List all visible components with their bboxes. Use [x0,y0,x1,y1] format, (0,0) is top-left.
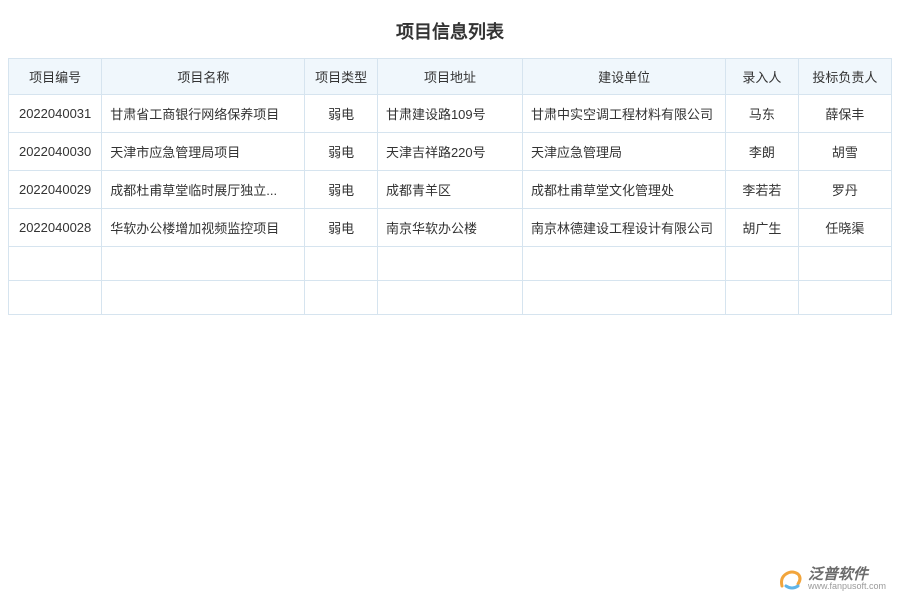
cell-empty [377,247,522,281]
cell-entry[interactable]: 胡广生 [726,209,799,247]
cell-entry[interactable]: 李朗 [726,133,799,171]
cell-empty [305,247,378,281]
cell-empty [102,281,305,315]
cell-empty [798,247,891,281]
cell-type: 弱电 [305,95,378,133]
logo-text: 泛普软件 www.fanpusoft.com [808,567,886,591]
cell-name: 成都杜甫草堂临时展厅独立... [102,171,305,209]
column-header-resp[interactable]: 投标负责人 [798,59,891,95]
column-header-name[interactable]: 项目名称 [102,59,305,95]
table-row-empty [9,281,892,315]
table-row: 2022040030天津市应急管理局项目弱电天津吉祥路220号天津应急管理局李朗… [9,133,892,171]
page-title: 项目信息列表 [8,10,892,58]
cell-resp[interactable]: 薛保丰 [798,95,891,133]
logo-brand-url: www.fanpusoft.com [808,582,886,591]
cell-addr: 南京华软办公楼 [377,209,522,247]
cell-name: 华软办公楼增加视频监控项目 [102,209,305,247]
cell-empty [726,281,799,315]
footer-logo: 泛普软件 www.fanpusoft.com [778,566,886,592]
cell-resp[interactable]: 任晓渠 [798,209,891,247]
cell-entry[interactable]: 马东 [726,95,799,133]
table-body: 2022040031甘肃省工商银行网络保养项目弱电甘肃建设路109号甘肃中实空调… [9,95,892,315]
cell-empty [726,247,799,281]
table-row: 2022040029成都杜甫草堂临时展厅独立...弱电成都青羊区成都杜甫草堂文化… [9,171,892,209]
column-header-unit[interactable]: 建设单位 [523,59,726,95]
cell-type: 弱电 [305,209,378,247]
table-row-empty [9,247,892,281]
cell-empty [798,281,891,315]
project-table: 项目编号项目名称项目类型项目地址建设单位录入人投标负责人 2022040031甘… [8,58,892,315]
column-header-id[interactable]: 项目编号 [9,59,102,95]
logo-brand-cn: 泛普软件 [808,567,886,582]
cell-id: 2022040030 [9,133,102,171]
cell-empty [523,247,726,281]
cell-empty [102,247,305,281]
cell-type: 弱电 [305,133,378,171]
cell-empty [9,281,102,315]
cell-type: 弱电 [305,171,378,209]
cell-unit: 天津应急管理局 [523,133,726,171]
cell-addr: 天津吉祥路220号 [377,133,522,171]
cell-empty [377,281,522,315]
cell-id: 2022040031 [9,95,102,133]
cell-name: 天津市应急管理局项目 [102,133,305,171]
column-header-type[interactable]: 项目类型 [305,59,378,95]
cell-empty [305,281,378,315]
cell-addr: 甘肃建设路109号 [377,95,522,133]
logo-icon [778,566,804,592]
column-header-entry[interactable]: 录入人 [726,59,799,95]
page-container: 项目信息列表 项目编号项目名称项目类型项目地址建设单位录入人投标负责人 2022… [0,0,900,325]
cell-name: 甘肃省工商银行网络保养项目 [102,95,305,133]
table-header: 项目编号项目名称项目类型项目地址建设单位录入人投标负责人 [9,59,892,95]
cell-entry[interactable]: 李若若 [726,171,799,209]
table-row: 2022040028华软办公楼增加视频监控项目弱电南京华软办公楼南京林德建设工程… [9,209,892,247]
cell-resp[interactable]: 胡雪 [798,133,891,171]
cell-id: 2022040028 [9,209,102,247]
cell-id: 2022040029 [9,171,102,209]
column-header-addr[interactable]: 项目地址 [377,59,522,95]
cell-addr: 成都青羊区 [377,171,522,209]
cell-unit: 成都杜甫草堂文化管理处 [523,171,726,209]
cell-empty [9,247,102,281]
table-row: 2022040031甘肃省工商银行网络保养项目弱电甘肃建设路109号甘肃中实空调… [9,95,892,133]
cell-empty [523,281,726,315]
cell-unit: 南京林德建设工程设计有限公司 [523,209,726,247]
cell-unit: 甘肃中实空调工程材料有限公司 [523,95,726,133]
cell-resp[interactable]: 罗丹 [798,171,891,209]
